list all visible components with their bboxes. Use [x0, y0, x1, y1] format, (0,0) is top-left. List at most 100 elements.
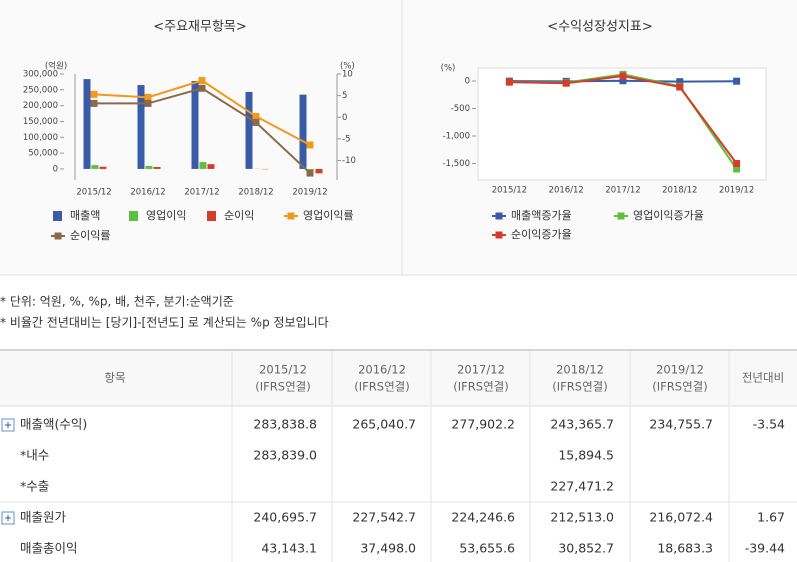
- table-cell: 18,683.3: [657, 541, 713, 556]
- marker: [619, 77, 627, 85]
- legend-swatch: [617, 212, 625, 220]
- header-cell: 2017/12: [457, 363, 505, 377]
- header-cell: (IFRS연결): [354, 380, 409, 394]
- bar: [153, 167, 161, 169]
- header-cell: (IFRS연결): [652, 380, 707, 394]
- bar: [245, 91, 253, 169]
- header-cell: 2019/12: [656, 363, 704, 377]
- legend-swatch: [287, 212, 295, 220]
- header-cell: (IFRS연결): [552, 380, 607, 394]
- bar: [137, 85, 145, 169]
- marker: [733, 160, 741, 167]
- legend-swatch: [54, 232, 62, 240]
- x-tick-label: 2015/12: [76, 188, 111, 198]
- header-cell: 전년대비: [742, 371, 784, 385]
- y2-tick-label: 10: [342, 70, 353, 80]
- table-cell: 216,072.4: [649, 510, 713, 525]
- marker: [198, 84, 206, 92]
- x-tick-label: 2019/12: [719, 186, 754, 196]
- header-cell: 2015/12: [259, 363, 307, 377]
- x-tick-label: 2015/12: [492, 186, 527, 196]
- legend-swatch: [495, 231, 503, 239]
- y2-tick-label: -10: [342, 156, 356, 166]
- row-label: *수출: [20, 479, 49, 494]
- x-tick-label: 2016/12: [130, 188, 165, 198]
- marker: [90, 90, 98, 98]
- header-cell: 2016/12: [358, 363, 406, 377]
- table-cell: 227,542.7: [352, 510, 416, 525]
- y-tick-label: 150,000: [23, 117, 58, 127]
- x-tick-label: 2016/12: [549, 186, 584, 196]
- marker: [619, 72, 627, 80]
- x-tick-label: 2018/12: [238, 188, 273, 198]
- marker: [562, 79, 570, 87]
- header-cell: 항목: [104, 371, 125, 385]
- table-cell: 224,246.6: [451, 510, 515, 525]
- x-tick-label: 2017/12: [184, 188, 219, 198]
- legend-label: 영업이익증가율: [633, 209, 704, 222]
- note: * 단위: 억원, %, %p, 배, 천주, 분기:순액기준: [0, 294, 234, 309]
- table-cell: 227,471.2: [550, 479, 614, 494]
- x-tick-label: 2018/12: [662, 186, 697, 196]
- legend-label: 순이익증가율: [511, 228, 572, 241]
- table-cell: 1.67: [757, 510, 785, 525]
- bar: [199, 162, 207, 169]
- header-cell: 2018/12: [556, 363, 604, 377]
- table-header: [0, 351, 797, 406]
- marker: [252, 112, 260, 120]
- y-tick-label: -1,500: [443, 159, 470, 169]
- bar: [145, 165, 153, 169]
- chart-title: <주요재무항목>: [153, 20, 247, 35]
- legend-label: 영업이익률: [303, 209, 354, 222]
- legend-label: 순이익: [224, 209, 254, 222]
- bar: [207, 164, 215, 169]
- bar: [315, 168, 323, 174]
- table-cell: 234,755.7: [649, 417, 713, 432]
- row-label: *내수: [20, 448, 49, 463]
- y-tick-label: 250,000: [23, 85, 58, 95]
- bar: [83, 79, 91, 169]
- marker: [733, 77, 741, 85]
- y2-tick-label: 0: [342, 113, 347, 123]
- legend-label: 매출액증가율: [511, 209, 572, 222]
- legend-label: 영업이익: [146, 209, 186, 222]
- marker: [198, 76, 206, 84]
- axis-unit: (%): [441, 64, 456, 74]
- table-cell: 277,902.2: [451, 417, 515, 432]
- y-tick-label: 50,000: [28, 149, 58, 159]
- expand-icon: [5, 422, 11, 428]
- table-cell: 212,513.0: [550, 510, 614, 525]
- table-cell: 37,498.0: [360, 541, 416, 556]
- table-cell: 15,894.5: [558, 448, 614, 463]
- table-cell: 53,655.6: [459, 541, 515, 556]
- y-tick-label: 0: [53, 164, 58, 174]
- y2-tick-label: 5: [342, 91, 347, 101]
- legend-swatch: [53, 211, 62, 221]
- table-cell: 43,143.1: [261, 541, 317, 556]
- note: * 비율간 전년대비는 [당기]-[전년도] 로 계산되는 %p 정보입니다: [0, 316, 329, 330]
- marker: [252, 118, 260, 126]
- marker: [144, 93, 152, 101]
- y-tick-label: -500: [451, 104, 470, 114]
- marker: [306, 141, 314, 149]
- marker: [505, 78, 513, 86]
- table-cell: 265,040.7: [352, 417, 416, 432]
- y-tick-label: -1,000: [443, 132, 470, 142]
- marker: [306, 169, 314, 177]
- table-cell: 283,838.8: [253, 417, 317, 432]
- bar: [91, 165, 99, 169]
- legend-label: 순이익률: [70, 229, 110, 242]
- y-tick-label: 100,000: [23, 133, 58, 143]
- table-cell: 30,852.7: [558, 541, 614, 556]
- y-tick-label: 0: [465, 77, 470, 87]
- header-cell: (IFRS연결): [255, 380, 310, 394]
- table-cell: -39.44: [745, 541, 785, 556]
- marker: [733, 165, 741, 173]
- legend-swatch: [207, 211, 216, 221]
- y-tick-label: 300,000: [23, 70, 58, 80]
- table-cell: 283,839.0: [253, 448, 317, 463]
- expand-icon: [5, 515, 11, 521]
- bar: [299, 94, 307, 169]
- axis-unit: (억원): [45, 61, 67, 72]
- bar: [191, 80, 199, 169]
